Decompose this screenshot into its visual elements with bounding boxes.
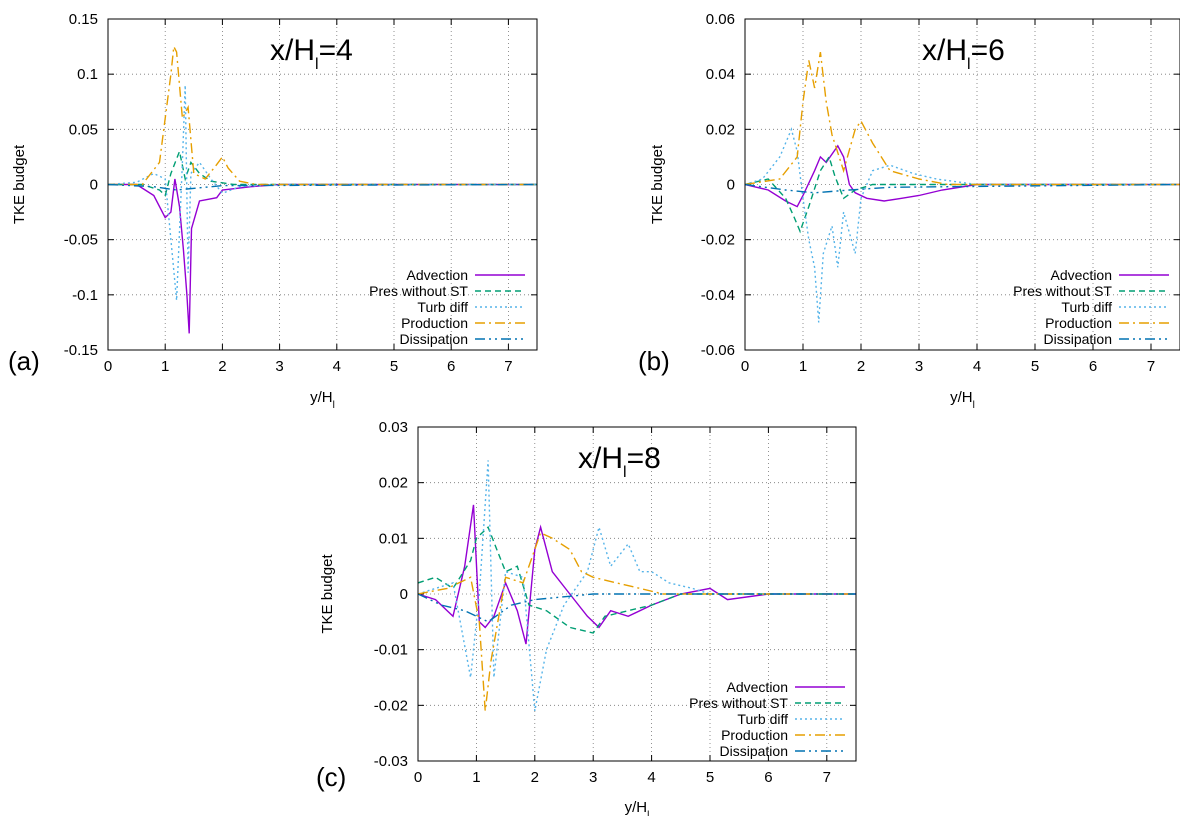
plot-frame [107, 18, 538, 351]
y-tick-label: 0.06 [706, 11, 735, 28]
legend-label: Pres without ST [369, 283, 468, 299]
legend-label: Turb diff [417, 299, 468, 315]
x-axis-label: y/Hl [950, 389, 975, 411]
x-tick-label: 3 [589, 769, 597, 786]
x-tick-label: 2 [218, 358, 226, 375]
series-line-pres-without-st [418, 525, 856, 634]
y-tick-label: 0.04 [706, 66, 735, 83]
x-tick-label: 3 [275, 358, 283, 375]
x-tick-label: 4 [333, 358, 341, 375]
x-tick-label: 7 [1147, 358, 1155, 375]
y-tick-label: -0.05 [64, 232, 98, 249]
legend-label: Advection [727, 679, 788, 695]
panel-annotation: x/Hl=8 [578, 442, 661, 481]
legend-label: Production [721, 727, 788, 743]
chart-panel-1: 0 1 2 3 4 5 6 7 -0.15 -0.1 -0.05 0 0.05 0.1 0.15 x/Hl=4… [8, 11, 538, 411]
x-tick-label: 6 [764, 769, 772, 786]
y-axis-label: TKE budget [649, 144, 666, 224]
series-line-dissipation [108, 183, 537, 191]
y-axis-label: TKE budget [11, 144, 28, 224]
series-line-advection [108, 178, 537, 334]
y-tick-label: 0.02 [706, 121, 735, 138]
legend-label: Dissipation [720, 743, 788, 759]
series-line-dissipation [418, 593, 856, 623]
y-tick-label: -0.04 [701, 287, 735, 304]
y-tick-label: 0.15 [69, 11, 98, 28]
x-tick-label: 4 [973, 358, 981, 375]
series-line-turb-diff [418, 460, 856, 712]
y-tick-label: -0.03 [374, 753, 408, 770]
legend-label: Dissipation [1044, 331, 1112, 347]
y-tick-label: -0.15 [64, 342, 98, 359]
y-tick-label: -0.06 [701, 342, 735, 359]
x-tick-label: 7 [823, 769, 831, 786]
y-tick-label: 0 [727, 177, 735, 194]
plot-frame [744, 18, 1180, 351]
legend-label: Pres without ST [689, 695, 788, 711]
series-line-production [108, 44, 537, 186]
series-line-production [418, 531, 856, 711]
y-tick-label: -0.02 [701, 232, 735, 249]
x-tick-label: 5 [390, 358, 398, 375]
legend-label: Dissipation [400, 331, 468, 347]
legend-label: Production [1045, 315, 1112, 331]
legend-label: Advection [1051, 267, 1112, 283]
x-axis-label: y/Hl [625, 799, 650, 816]
x-tick-label: 0 [414, 769, 422, 786]
plot-frame [417, 426, 857, 762]
x-tick-label: 6 [1089, 358, 1097, 375]
x-tick-label: 1 [799, 358, 807, 375]
x-tick-label: 5 [706, 769, 714, 786]
x-tick-label: 2 [857, 358, 865, 375]
panel-annotation: x/Hl=4 [270, 34, 353, 73]
y-tick-label: 0.03 [379, 419, 408, 436]
x-tick-label: 2 [531, 769, 539, 786]
panel-annotation: x/Hl=6 [922, 34, 1005, 73]
legend-label: Turb diff [737, 711, 788, 727]
series-line-dissipation [745, 183, 1180, 194]
panel-label: (b) [638, 346, 670, 376]
x-tick-label: 0 [741, 358, 749, 375]
x-tick-label: 7 [504, 358, 512, 375]
y-axis-label: TKE budget [319, 554, 336, 634]
y-tick-label: 0 [90, 177, 98, 194]
panel-label: (a) [8, 346, 40, 376]
legend-label: Turb diff [1061, 299, 1112, 315]
legend-label: Advection [407, 267, 468, 283]
y-tick-label: 0 [400, 586, 408, 603]
x-tick-label: 6 [447, 358, 455, 375]
y-tick-label: 0.1 [77, 66, 98, 83]
x-tick-label: 5 [1031, 358, 1039, 375]
y-tick-label: -0.1 [72, 287, 98, 304]
series-line-production [745, 51, 1180, 186]
chart-panel-2: 0 1 2 3 4 5 6 7 -0.06 -0.04 -0.02 0 0.02 0.04 0.06 x/Hl… [638, 11, 1180, 411]
legend-label: Production [401, 315, 468, 331]
series-line-pres-without-st [108, 148, 537, 197]
series-line-pres-without-st [745, 155, 1180, 234]
x-tick-label: 0 [104, 358, 112, 375]
series-line-turb-diff [745, 127, 1180, 323]
y-tick-label: 0.01 [379, 530, 408, 547]
y-tick-label: 0.05 [69, 121, 98, 138]
series-line-turb-diff [108, 85, 537, 301]
y-tick-label: 0.02 [379, 475, 408, 492]
y-tick-label: -0.02 [374, 697, 408, 714]
y-tick-label: -0.01 [374, 642, 408, 659]
x-axis-label: y/Hl [310, 389, 335, 411]
legend-label: Pres without ST [1013, 283, 1112, 299]
series-line-advection [745, 144, 1180, 208]
x-tick-label: 1 [472, 769, 480, 786]
x-tick-label: 3 [915, 358, 923, 375]
x-tick-label: 1 [161, 358, 169, 375]
panel-label: (c) [316, 762, 346, 792]
chart-panel-3: 0 1 2 3 4 5 6 7 -0.03 -0.02 -0.01 0 0.01 0.02 0.03 x/Hl… [316, 419, 857, 816]
x-tick-label: 4 [647, 769, 655, 786]
